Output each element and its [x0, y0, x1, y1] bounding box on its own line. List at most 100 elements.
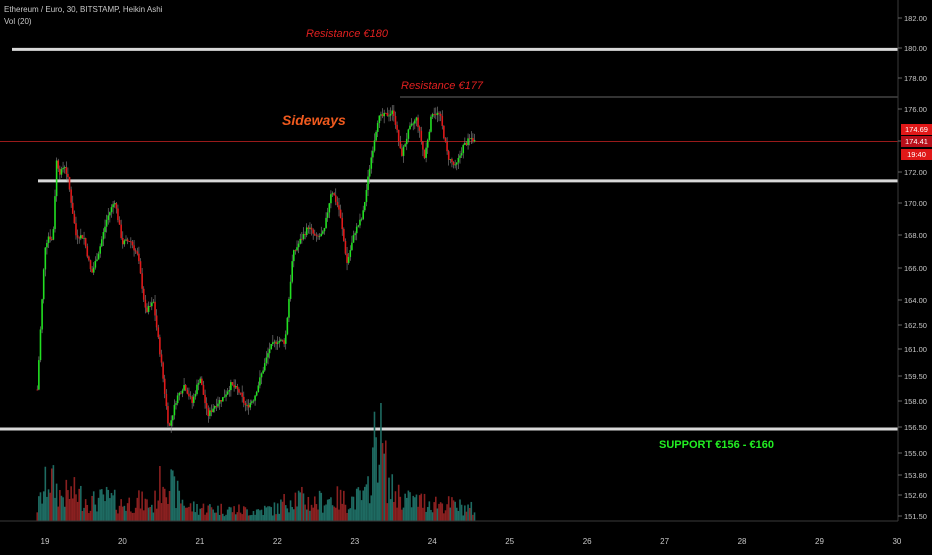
candle-body[interactable] [184, 385, 187, 391]
candle-body[interactable] [441, 115, 444, 126]
candle-body[interactable] [123, 240, 126, 245]
candle-body[interactable] [171, 415, 174, 421]
candle-body[interactable] [417, 117, 419, 128]
candle-body[interactable] [202, 384, 205, 395]
candle-body[interactable] [454, 164, 456, 166]
candle-body[interactable] [446, 141, 448, 152]
candle-body[interactable] [210, 410, 213, 413]
candle-body[interactable] [126, 239, 129, 242]
candle-body[interactable] [142, 288, 145, 300]
candle-body[interactable] [260, 373, 263, 378]
candle-body[interactable] [281, 339, 284, 341]
candle-body[interactable] [401, 148, 403, 156]
candle-body[interactable] [146, 307, 148, 312]
candle-body[interactable] [326, 212, 329, 218]
candle-body[interactable] [436, 112, 439, 116]
candle-body[interactable] [418, 127, 421, 131]
candle-body[interactable] [76, 235, 79, 238]
candle-body[interactable] [151, 302, 153, 307]
candle-body[interactable] [367, 176, 369, 190]
candle-body[interactable] [57, 160, 60, 169]
candle-body[interactable] [228, 390, 231, 392]
candle-body[interactable] [452, 161, 455, 165]
candle-body[interactable] [404, 144, 406, 147]
candle-body[interactable] [313, 233, 316, 236]
candle-body[interactable] [393, 110, 395, 116]
candle-body[interactable] [117, 208, 119, 221]
candle-body[interactable] [83, 238, 85, 239]
candle-body[interactable] [339, 209, 342, 218]
candle-body[interactable] [207, 408, 210, 417]
candle-body[interactable] [99, 246, 101, 254]
candle-body[interactable] [62, 168, 64, 170]
candle-body[interactable] [399, 141, 402, 149]
candle-body[interactable] [443, 125, 445, 139]
candle-body[interactable] [100, 239, 103, 247]
candle-body[interactable] [439, 113, 442, 116]
candle-body[interactable] [138, 253, 140, 262]
candle-body[interactable] [80, 235, 82, 239]
candle-body[interactable] [204, 394, 206, 404]
candle-body[interactable] [407, 129, 410, 139]
candle-body[interactable] [307, 227, 310, 229]
candle-body[interactable] [238, 389, 240, 393]
candle-body[interactable] [36, 389, 39, 391]
candle-body[interactable] [267, 353, 269, 358]
candle-body[interactable] [86, 246, 89, 257]
candle-body[interactable] [71, 202, 74, 214]
candle-body[interactable] [254, 395, 256, 401]
candle-body[interactable] [170, 420, 172, 426]
candle-body[interactable] [465, 142, 468, 146]
candle-body[interactable] [302, 234, 305, 240]
candle-body[interactable] [381, 114, 384, 117]
candle-body[interactable] [415, 117, 418, 121]
candle-body[interactable] [273, 341, 276, 343]
candle-body[interactable] [428, 131, 431, 140]
candle-body[interactable] [165, 393, 168, 407]
candle-body[interactable] [468, 138, 471, 140]
candle-body[interactable] [323, 228, 326, 232]
candle-body[interactable] [325, 217, 327, 229]
candle-body[interactable] [383, 112, 385, 117]
candle-body[interactable] [131, 241, 134, 246]
candle-body[interactable] [384, 112, 387, 114]
candle-body[interactable] [294, 250, 297, 252]
candle-body[interactable] [134, 250, 137, 252]
candle-body[interactable] [430, 116, 432, 132]
candle-body[interactable] [283, 340, 285, 344]
candle-body[interactable] [44, 247, 47, 270]
candle-body[interactable] [257, 385, 260, 393]
candle-body[interactable] [121, 237, 124, 245]
candle-body[interactable] [365, 189, 368, 203]
candle-body[interactable] [125, 239, 127, 241]
candle-body[interactable] [280, 339, 282, 341]
candle-body[interactable] [249, 402, 252, 408]
candle-body[interactable] [344, 240, 347, 254]
candle-body[interactable] [81, 235, 84, 239]
candle-body[interactable] [94, 260, 97, 268]
candle-body[interactable] [422, 141, 424, 150]
candle-body[interactable] [105, 219, 108, 227]
candle-body[interactable] [52, 229, 55, 240]
candle-body[interactable] [433, 114, 435, 115]
candle-body[interactable] [49, 236, 51, 240]
candle-body[interactable] [70, 189, 72, 203]
candle-body[interactable] [405, 138, 408, 145]
candle-body[interactable] [155, 315, 158, 328]
candle-body[interactable] [296, 247, 298, 251]
candle-body[interactable] [234, 386, 237, 388]
candle-body[interactable] [38, 360, 40, 390]
candle-body[interactable] [359, 219, 361, 226]
candle-body[interactable] [328, 203, 331, 213]
candle-body[interactable] [251, 401, 253, 403]
candle-body[interactable] [47, 236, 50, 243]
candle-body[interactable] [78, 237, 81, 239]
candle-body[interactable] [222, 397, 224, 402]
candle-body[interactable] [67, 173, 69, 177]
candle-body[interactable] [42, 269, 45, 300]
candle-body[interactable] [54, 196, 56, 230]
candle-body[interactable] [346, 253, 348, 263]
candle-body[interactable] [391, 110, 394, 114]
